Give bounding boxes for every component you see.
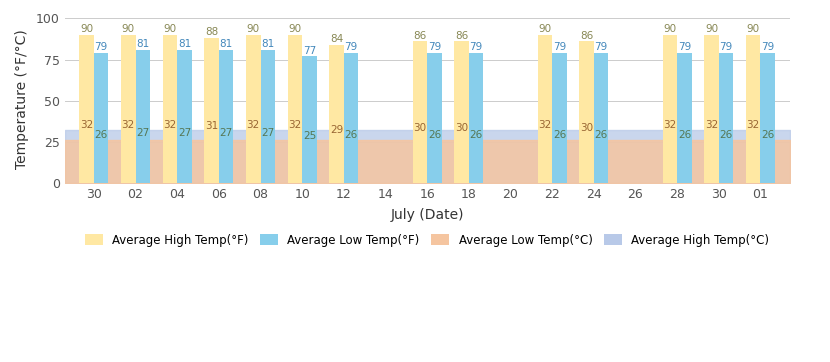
Bar [246, 35, 261, 183]
Bar [261, 50, 275, 183]
Text: 79: 79 [761, 42, 774, 52]
Text: 79: 79 [720, 42, 733, 52]
Text: 84: 84 [330, 34, 343, 44]
Text: 27: 27 [219, 128, 232, 138]
Text: 32: 32 [164, 120, 177, 130]
Bar [760, 53, 775, 183]
Text: 26: 26 [761, 130, 774, 140]
Text: 90: 90 [288, 24, 301, 34]
Bar [287, 35, 302, 183]
Text: 27: 27 [178, 128, 191, 138]
Bar [302, 56, 317, 183]
Text: 27: 27 [136, 128, 149, 138]
Bar [593, 53, 608, 183]
Text: 32: 32 [705, 120, 718, 130]
Text: 81: 81 [136, 39, 149, 49]
Bar [330, 45, 344, 183]
Text: 26: 26 [344, 130, 358, 140]
Text: 86: 86 [413, 31, 427, 41]
Text: 79: 79 [553, 42, 566, 52]
Text: 30: 30 [580, 123, 593, 133]
Text: 32: 32 [746, 120, 759, 130]
Bar [469, 53, 483, 183]
Legend: Average High Temp(°F), Average Low Temp(°F), Average Low Temp(°C), Average High : Average High Temp(°F), Average Low Temp(… [81, 229, 774, 251]
Bar [413, 41, 427, 183]
Bar [454, 41, 469, 183]
Bar [719, 53, 734, 183]
Text: 30: 30 [455, 123, 468, 133]
Text: 79: 79 [427, 42, 441, 52]
Text: 79: 79 [678, 42, 691, 52]
Text: 26: 26 [553, 130, 566, 140]
Text: 79: 79 [470, 42, 483, 52]
Text: 26: 26 [95, 130, 108, 140]
Bar [538, 35, 552, 183]
Bar [121, 35, 135, 183]
Text: 26: 26 [427, 130, 441, 140]
Text: 26: 26 [594, 130, 608, 140]
Text: 26: 26 [720, 130, 733, 140]
Text: 90: 90 [164, 24, 177, 34]
Bar [579, 41, 593, 183]
Text: 90: 90 [80, 24, 93, 34]
Text: 32: 32 [121, 120, 134, 130]
Text: 29: 29 [330, 125, 343, 135]
Text: 77: 77 [303, 46, 316, 55]
Bar [204, 38, 219, 183]
Text: 32: 32 [247, 120, 260, 130]
Text: 32: 32 [288, 120, 301, 130]
Text: 25: 25 [303, 131, 316, 141]
Text: 86: 86 [580, 31, 593, 41]
Text: 32: 32 [538, 120, 551, 130]
Bar [662, 35, 677, 183]
Text: 90: 90 [122, 24, 134, 34]
Y-axis label: Temperature (°F/°C): Temperature (°F/°C) [15, 29, 29, 169]
X-axis label: July (Date): July (Date) [390, 208, 464, 222]
Bar [677, 53, 691, 183]
Text: 26: 26 [678, 130, 691, 140]
Bar [177, 50, 192, 183]
Text: 81: 81 [261, 39, 275, 49]
Bar [94, 53, 109, 183]
Text: 90: 90 [663, 24, 676, 34]
Text: 32: 32 [663, 120, 676, 130]
Text: 79: 79 [594, 42, 608, 52]
Text: 90: 90 [539, 24, 551, 34]
Text: 26: 26 [470, 130, 483, 140]
Bar [219, 50, 233, 183]
Text: 81: 81 [219, 39, 232, 49]
Bar [704, 35, 719, 183]
Bar [427, 53, 442, 183]
Text: 81: 81 [178, 39, 191, 49]
Text: 86: 86 [455, 31, 468, 41]
Text: 31: 31 [205, 121, 218, 131]
Text: 27: 27 [261, 128, 275, 138]
Text: 88: 88 [205, 28, 218, 37]
Bar [344, 53, 359, 183]
Text: 32: 32 [80, 120, 93, 130]
Bar [746, 35, 760, 183]
Text: 79: 79 [95, 42, 108, 52]
Bar [552, 53, 567, 183]
Text: 90: 90 [247, 24, 260, 34]
Text: 30: 30 [413, 123, 427, 133]
Text: 90: 90 [747, 24, 759, 34]
Text: 90: 90 [705, 24, 718, 34]
Bar [135, 50, 150, 183]
Bar [163, 35, 177, 183]
Bar [79, 35, 94, 183]
Text: 79: 79 [344, 42, 358, 52]
